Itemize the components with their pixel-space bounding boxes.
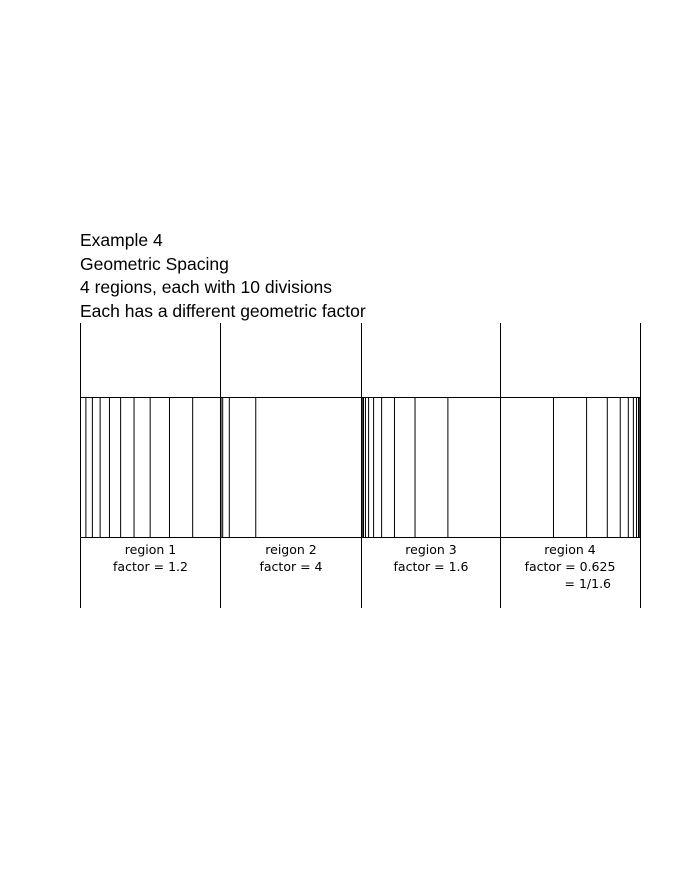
region-boundaries (80, 323, 641, 608)
region-1-factor: factor = 1.2 (113, 559, 188, 574)
region-2-caption: reigon 2 factor = 4 (260, 542, 323, 574)
region-4-caption: region 4 factor = 0.625 = 1/1.6 (525, 542, 616, 591)
region-1-label: region 1 (125, 542, 176, 557)
region-4-label: region 4 (544, 542, 596, 557)
region-3-caption: region 3 factor = 1.6 (394, 542, 469, 574)
title-line-4: Each has a different geometric factor (80, 300, 366, 321)
title-block: Example 4 Geometric Spacing 4 regions, e… (80, 229, 366, 323)
region-4-factor: factor = 0.625 (525, 559, 616, 574)
title-line-1: Example 4 (80, 230, 163, 250)
title-line-3: 4 regions, each with 10 divisions (80, 277, 332, 297)
division-strip (80, 397, 641, 538)
region-2-factor: factor = 4 (260, 559, 323, 574)
region-2-label: reigon 2 (265, 542, 316, 557)
title-line-2: Geometric Spacing (80, 253, 229, 274)
region-1-caption: region 1 factor = 1.2 (113, 542, 188, 574)
region-4-factor-note: = 1/1.6 (565, 576, 612, 591)
division-lines (85, 397, 641, 538)
region-3-factor: factor = 1.6 (394, 559, 469, 574)
region-3-label: region 3 (405, 542, 456, 557)
